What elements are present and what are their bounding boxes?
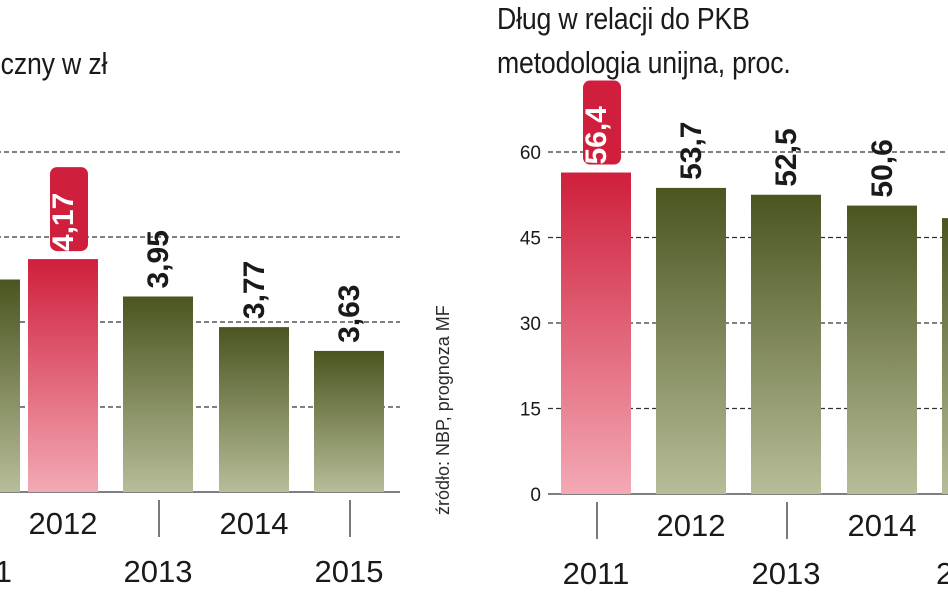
right-chart-title-line1: Dług w relacji do PKB — [497, 1, 750, 36]
x-tick-label: 1 — [0, 554, 12, 589]
x-tick-label: 2014 — [848, 508, 917, 543]
y-tick-label: 45 — [520, 229, 541, 250]
value-label: 50,6 — [866, 139, 899, 197]
x-tick-label: 2015 — [315, 554, 384, 589]
value-label: 52,5 — [770, 128, 803, 186]
value-label-highlight-box — [583, 80, 621, 165]
value-label: 3,95 — [142, 230, 175, 288]
y-tick-label: 15 — [520, 400, 541, 421]
bar-highlight — [28, 259, 98, 492]
right-chart-title-line2: metodologia unijna, proc. — [497, 45, 791, 80]
bar — [847, 205, 917, 494]
value-label: 3,63 — [333, 285, 366, 343]
left-chart-title-line2: oczny w zł — [0, 46, 108, 81]
bar — [942, 218, 948, 494]
value-label: 56,4 — [580, 106, 613, 165]
value-label: 4,17 — [47, 193, 80, 251]
x-tick-label: 2 — [936, 556, 948, 591]
y-tick-label: 0 — [530, 485, 541, 506]
x-tick-label: 2014 — [220, 506, 289, 541]
x-tick-label: 2012 — [657, 508, 726, 543]
right-chart: 0 15 30 45 60 56,4 53,7 52,5 50,6 2012 2014 2011 201… — [520, 80, 948, 591]
y-tick-label: 60 — [520, 143, 541, 164]
bar — [656, 187, 726, 494]
value-label: 3,77 — [238, 261, 271, 319]
left-chart-title-line1: o — [0, 0, 1, 29]
bar-highlight — [561, 172, 631, 494]
bar — [123, 296, 193, 492]
bar — [219, 327, 289, 492]
bar — [314, 350, 384, 492]
value-label-highlight-box — [50, 167, 88, 252]
y-tick-label: 30 — [520, 314, 541, 335]
bar — [0, 279, 20, 492]
x-tick-label: 2013 — [752, 556, 821, 591]
x-tick-label: 2011 — [563, 556, 630, 591]
bar — [751, 194, 821, 494]
left-chart: 4,17 3,95 3,77 3,63 2012 2014 1 2013 2015 — [0, 151, 400, 589]
x-tick-label: 2013 — [124, 554, 193, 589]
x-tick-label: 2012 — [29, 506, 98, 541]
value-label: 53,7 — [675, 122, 708, 180]
